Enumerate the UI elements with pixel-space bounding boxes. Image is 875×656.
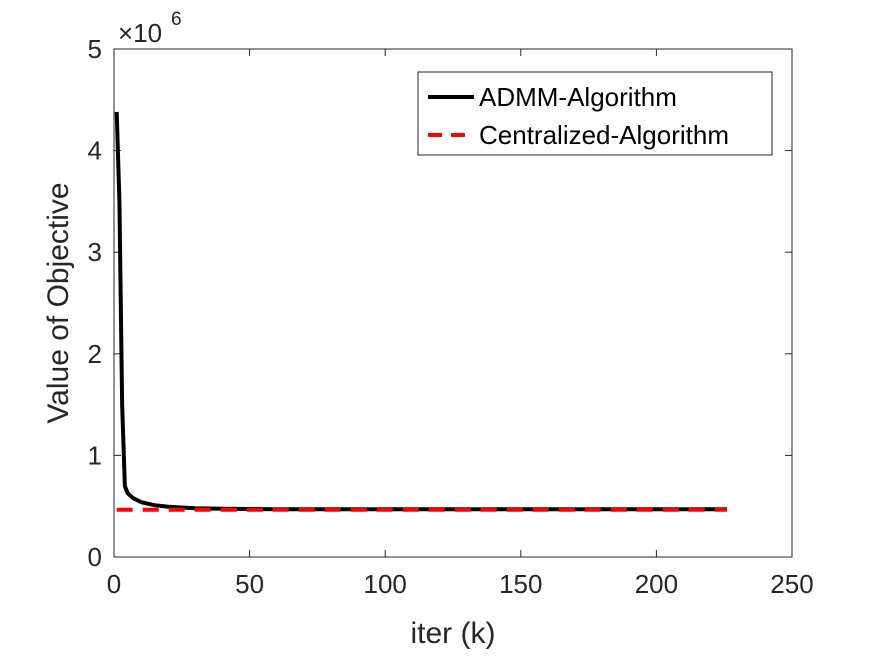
exponent-power: 6 [171,9,182,30]
y-tick-label: 5 [88,34,102,64]
x-tick-label: 100 [364,569,407,599]
x-tick-label: 200 [635,569,678,599]
exponent-label: ×10 6 [118,9,182,48]
y-tick-label: 3 [88,237,102,267]
x-tick-label: 50 [235,569,264,599]
legend-label-centralized: Centralized-Algorithm [479,120,729,150]
exponent-base: ×10 [118,18,162,48]
series-group [114,111,727,512]
y-tick-label: 4 [88,136,102,166]
series-line-0 [114,111,727,512]
y-tick-label: 2 [88,339,102,369]
y-axis-label: Value of Objective [42,182,75,423]
y-tick-label: 0 [88,542,102,572]
y-tick-label: 1 [88,440,102,470]
x-tick-label: 0 [107,569,121,599]
x-axis-label: iter (k) [411,617,496,650]
legend-box [417,71,773,156]
x-tick-label: 150 [499,569,542,599]
legend: ADMM-Algorithm Centralized-Algorithm [417,71,773,156]
legend-label-admm: ADMM-Algorithm [479,82,677,112]
ticks: 0 50 100 150 200 250 0 1 2 3 4 5 [88,34,814,599]
x-tick-label: 250 [770,569,813,599]
